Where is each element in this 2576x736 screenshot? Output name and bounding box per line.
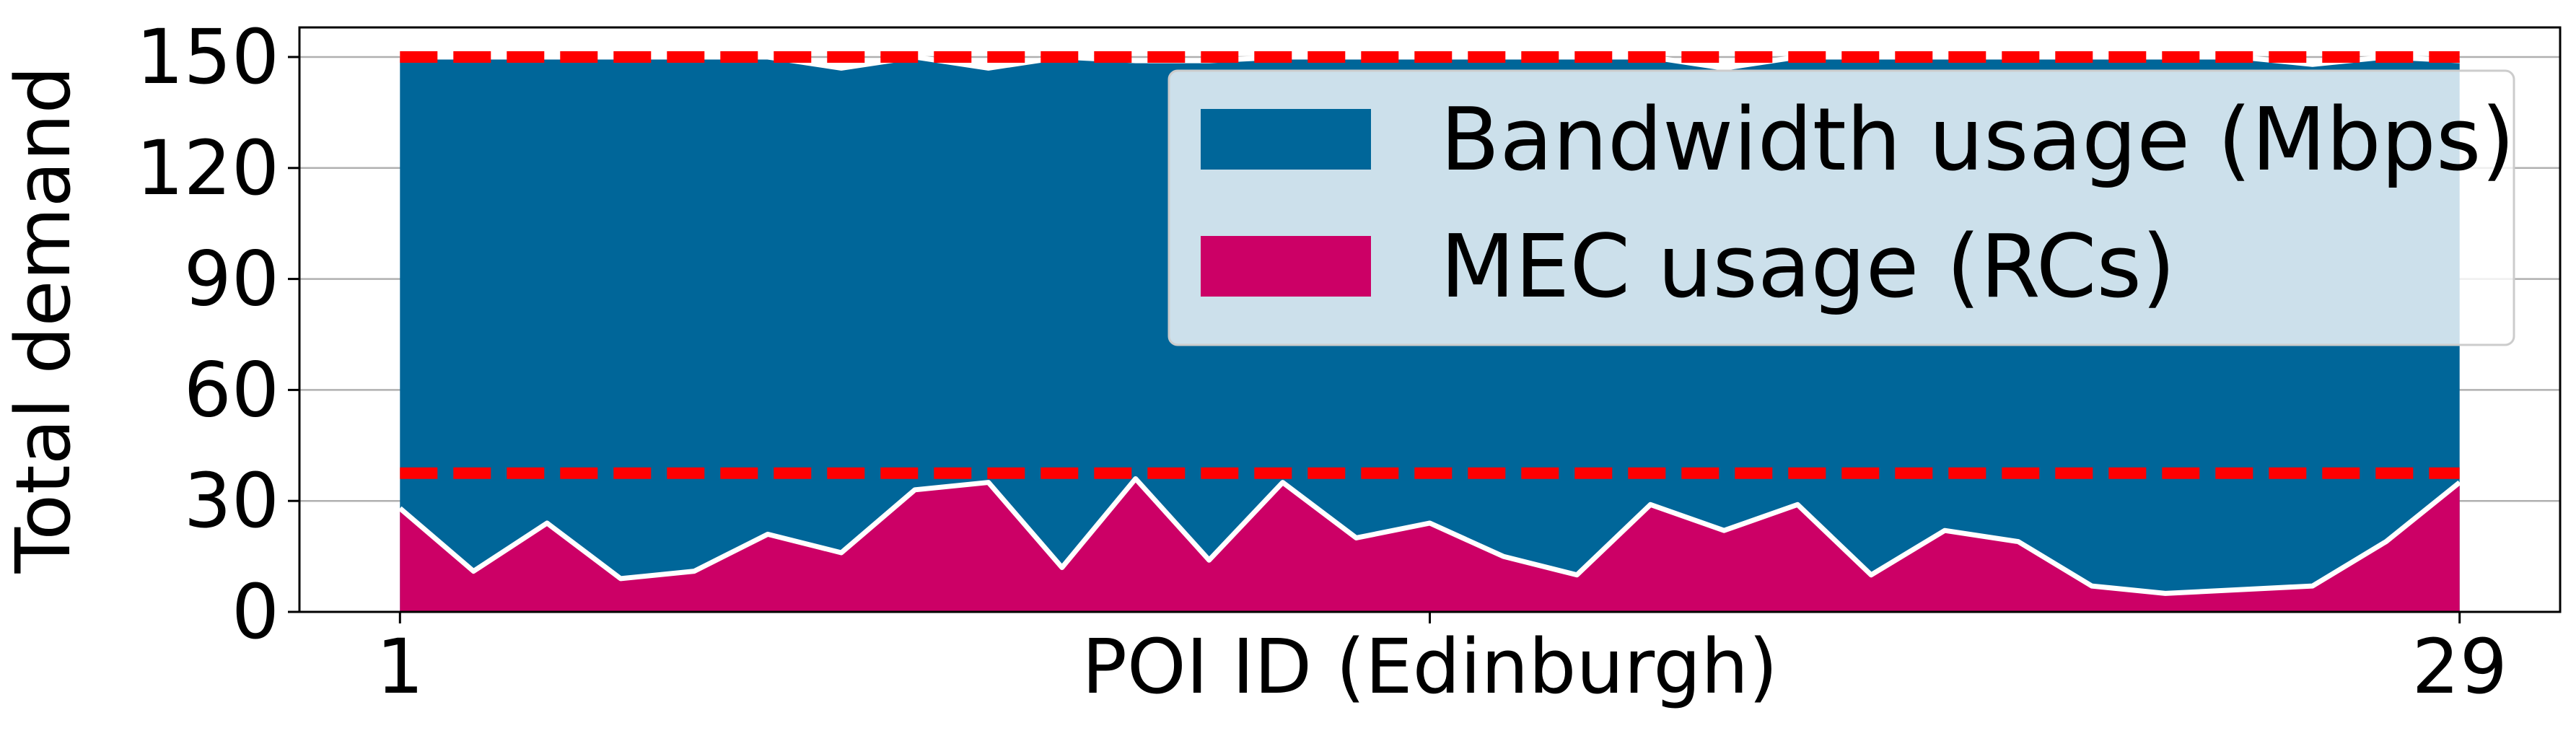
y-tick-label-30: 30 bbox=[184, 457, 279, 545]
reference-lines bbox=[400, 51, 2460, 479]
legend-box bbox=[1167, 69, 2515, 346]
y-axis-ticks: 0 30 60 90 120 150 bbox=[136, 13, 299, 656]
x-axis-label: POI ID (Edinburgh) bbox=[1082, 623, 1778, 711]
legend-label-mec: MEC usage (RCs) bbox=[1440, 217, 2176, 317]
outline-series-1 bbox=[398, 476, 2461, 596]
y-tick-label-90: 90 bbox=[184, 235, 279, 323]
y-tick-label-120: 120 bbox=[136, 124, 279, 212]
legend: Bandwidth usage (Mbps) MEC usage (RCs) bbox=[1167, 69, 2515, 346]
legend-swatch-mec bbox=[1201, 236, 1371, 297]
area-series-1 bbox=[400, 478, 2460, 612]
y-tick-label-150: 150 bbox=[136, 13, 279, 101]
y-tick-label-0: 0 bbox=[232, 568, 279, 656]
legend-label-bandwidth: Bandwidth usage (Mbps) bbox=[1440, 90, 2515, 190]
y-axis-label: Total demand bbox=[0, 66, 87, 574]
x-tick-label-29: 29 bbox=[2412, 623, 2507, 711]
x-tick-label-1: 1 bbox=[376, 623, 424, 711]
legend-swatch-bandwidth bbox=[1201, 109, 1371, 170]
y-tick-label-60: 60 bbox=[184, 346, 279, 434]
x-axis-ticks: 1 29 bbox=[376, 612, 2507, 711]
